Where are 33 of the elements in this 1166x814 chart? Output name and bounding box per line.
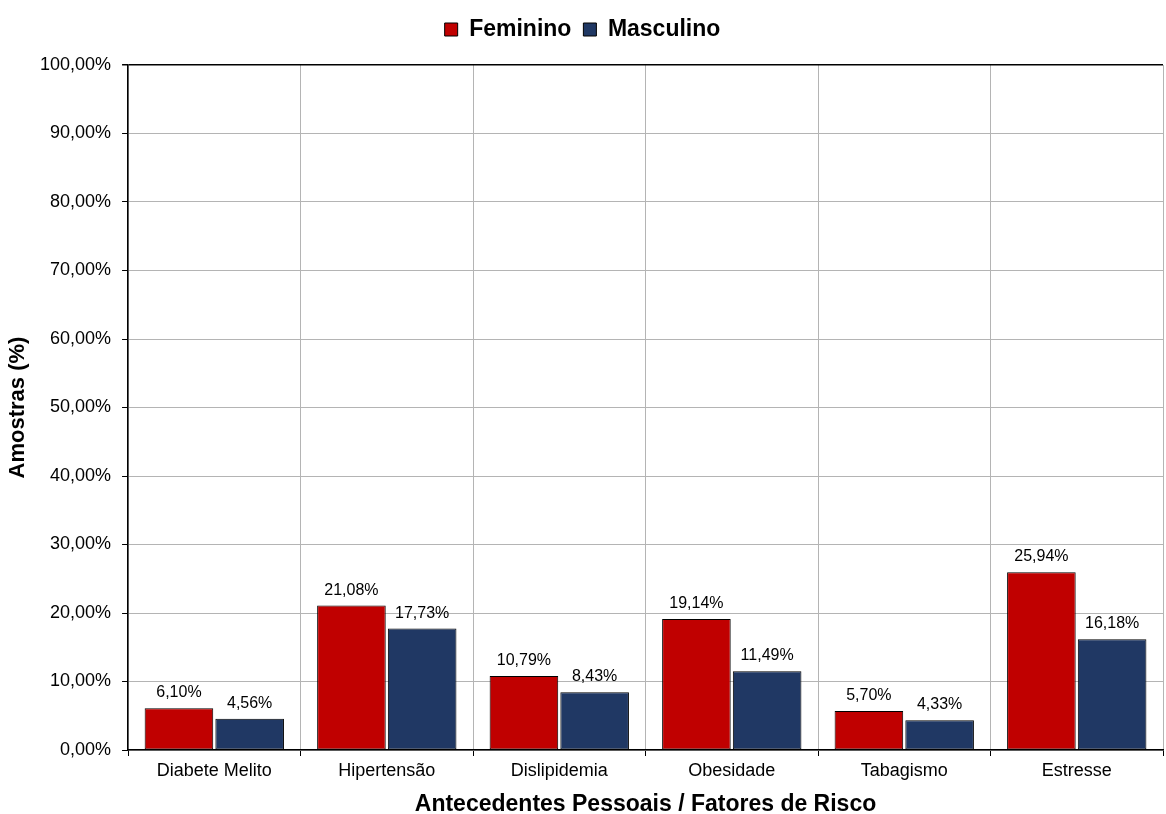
data-label: 16,18% — [1084, 614, 1140, 632]
y-tick-label: 30,00% — [50, 533, 112, 554]
data-label: 17,73% — [395, 603, 450, 621]
legend-label: Masculino — [607, 14, 721, 41]
data-label: 19,14% — [669, 593, 724, 611]
y-tick-label: 50,00% — [50, 396, 112, 417]
y-axis-title: Amostras (%) — [4, 336, 30, 479]
y-tick-label: 70,00% — [50, 259, 112, 280]
y-tick-label: 40,00% — [50, 464, 112, 485]
y-tick-label: 80,00% — [50, 190, 112, 211]
y-tick-label: 20,00% — [50, 601, 112, 622]
x-tick-label: Tabagismo — [860, 759, 948, 780]
y-tick-label: 0,00% — [60, 738, 112, 759]
data-label: 4,56% — [226, 693, 273, 711]
x-tick-label: Obesidade — [688, 759, 776, 780]
data-label: 8,43% — [571, 667, 618, 685]
data-label: 5,70% — [846, 685, 892, 703]
y-tick-label: 90,00% — [50, 122, 112, 143]
data-label: 10,79% — [496, 651, 552, 669]
x-tick-label: Diabete Melito — [156, 759, 272, 780]
y-tick-label: 60,00% — [50, 327, 112, 348]
data-label: 11,49% — [740, 646, 794, 664]
x-tick-label: Dislipidemia — [510, 759, 609, 780]
legend-label: Feminino — [469, 14, 572, 41]
data-label: 21,08% — [324, 580, 379, 598]
x-tick-label: Hipertensão — [338, 759, 436, 780]
data-label: 25,94% — [1014, 547, 1069, 565]
y-tick-label: 10,00% — [50, 670, 112, 691]
y-tick-label: 100,00% — [40, 53, 112, 74]
data-label: 4,33% — [916, 695, 963, 713]
x-tick-label: Estresse — [1041, 759, 1112, 780]
x-axis-title: Antecedentes Pessoais / Fatores de Risco — [414, 790, 877, 814]
data-label: 6,10% — [156, 683, 202, 701]
